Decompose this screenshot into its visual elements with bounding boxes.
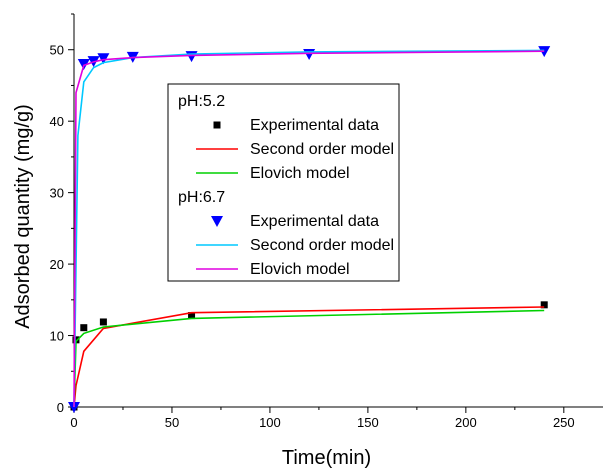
group1-experimental-data-point bbox=[72, 336, 80, 344]
x-tick-label: 200 bbox=[455, 415, 477, 430]
group2-experimental-data-point bbox=[77, 59, 90, 71]
legend-label: Elovich model bbox=[250, 261, 350, 278]
legend-box bbox=[167, 83, 400, 282]
y-tick-label: 50 bbox=[50, 43, 64, 58]
x-tick-label: 0 bbox=[70, 415, 77, 430]
group2-elovich-model-line bbox=[73, 50, 545, 408]
legend-group-title: pH:5.2 bbox=[178, 93, 225, 110]
group2-second-order-model-line bbox=[73, 49, 545, 408]
group2-experimental-data-point bbox=[185, 51, 198, 63]
group1-experimental-data-point bbox=[99, 318, 107, 326]
legend-label: Second order model bbox=[250, 141, 394, 158]
group1-experimental-data-point bbox=[540, 301, 548, 309]
y-tick-label: 0 bbox=[57, 400, 64, 415]
group2-experimental-data-point bbox=[303, 49, 316, 61]
y-tick-label: 20 bbox=[50, 257, 64, 272]
y-tick-label: 10 bbox=[50, 329, 64, 344]
x-tick-label: 250 bbox=[553, 415, 575, 430]
y-tick-label: 40 bbox=[50, 114, 64, 129]
x-tick-label: 50 bbox=[165, 415, 179, 430]
y-tick-label: 30 bbox=[50, 186, 64, 201]
group1-experimental-data-point bbox=[80, 324, 88, 332]
legend-group-title: pH:6.7 bbox=[178, 189, 225, 206]
x-tick-label: 100 bbox=[259, 415, 281, 430]
legend-swatch bbox=[211, 216, 223, 227]
group1-second-order-model-line bbox=[73, 306, 545, 408]
x-axis-title: Time(min) bbox=[282, 447, 371, 469]
legend-swatch bbox=[213, 121, 221, 129]
group2-experimental-data-point bbox=[68, 402, 80, 413]
group1-experimental-data-point bbox=[188, 312, 196, 320]
legend-label: Elovich model bbox=[250, 165, 350, 182]
y-axis-title: Adsorbed quantity (mg/g) bbox=[12, 104, 34, 329]
legend-label: Second order model bbox=[250, 237, 394, 254]
group1-elovich-model-line bbox=[73, 309, 545, 408]
legend-label: Experimental data bbox=[250, 117, 379, 134]
legend-label: Experimental data bbox=[250, 213, 379, 230]
group2-experimental-data-point bbox=[97, 53, 110, 65]
x-tick-label: 150 bbox=[357, 415, 379, 430]
group2-experimental-data-point bbox=[538, 46, 551, 58]
